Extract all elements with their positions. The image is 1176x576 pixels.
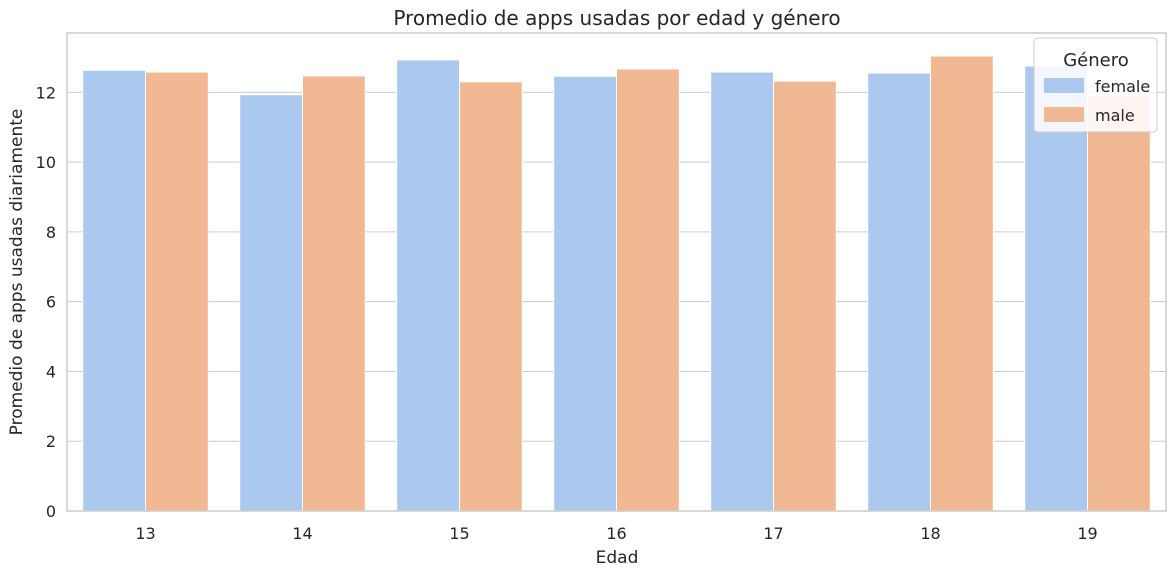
y-tick-label: 10 <box>36 153 56 172</box>
bars-group <box>82 55 1151 512</box>
x-tick-label: 17 <box>763 524 783 543</box>
bar-female-19 <box>1024 65 1088 512</box>
bar-female-18 <box>867 72 932 512</box>
x-tick-label: 18 <box>920 524 940 543</box>
x-tick-label: 15 <box>449 524 469 543</box>
bar-male-19 <box>1087 95 1151 512</box>
bar-male-15 <box>459 81 523 512</box>
x-axis-label: Edad <box>596 548 639 568</box>
y-tick-label: 0 <box>46 502 56 521</box>
y-tick-label: 4 <box>46 362 56 381</box>
y-tick-label: 6 <box>46 293 56 312</box>
legend-title: Género <box>1063 50 1129 71</box>
y-tick-label: 8 <box>46 223 56 242</box>
bar-female-13 <box>82 69 146 512</box>
legend-swatch-female <box>1044 78 1084 93</box>
legend-swatch-male <box>1044 107 1084 122</box>
legend-label-male: male <box>1095 106 1135 125</box>
legend: Género female male <box>1033 37 1158 133</box>
x-tick-labels: 13 14 15 16 17 18 19 <box>135 524 1097 543</box>
bar-female-14 <box>239 94 303 512</box>
legend-label-female: female <box>1095 77 1150 96</box>
bar-male-18 <box>930 55 994 512</box>
bar-female-17 <box>710 71 775 512</box>
chart-title: Promedio de apps usadas por edad y géner… <box>393 6 840 30</box>
bar-male-14 <box>302 75 366 512</box>
x-tick-label: 14 <box>292 524 312 543</box>
y-tick-labels: 0 2 4 6 8 10 12 <box>36 83 56 521</box>
bar-female-15 <box>396 59 461 512</box>
bar-female-16 <box>553 75 618 512</box>
bar-male-13 <box>145 71 209 512</box>
bar-male-16 <box>616 68 680 512</box>
x-tick-label: 13 <box>135 524 155 543</box>
plot-frame <box>66 32 1167 512</box>
x-tick-label: 16 <box>606 524 626 543</box>
x-tick-label: 19 <box>1077 524 1097 543</box>
y-tick-label: 2 <box>46 432 56 451</box>
bar-male-17 <box>773 80 837 512</box>
y-axis-label: Promedio de apps usadas diariamente <box>7 109 27 436</box>
y-tick-label: 12 <box>36 83 56 102</box>
